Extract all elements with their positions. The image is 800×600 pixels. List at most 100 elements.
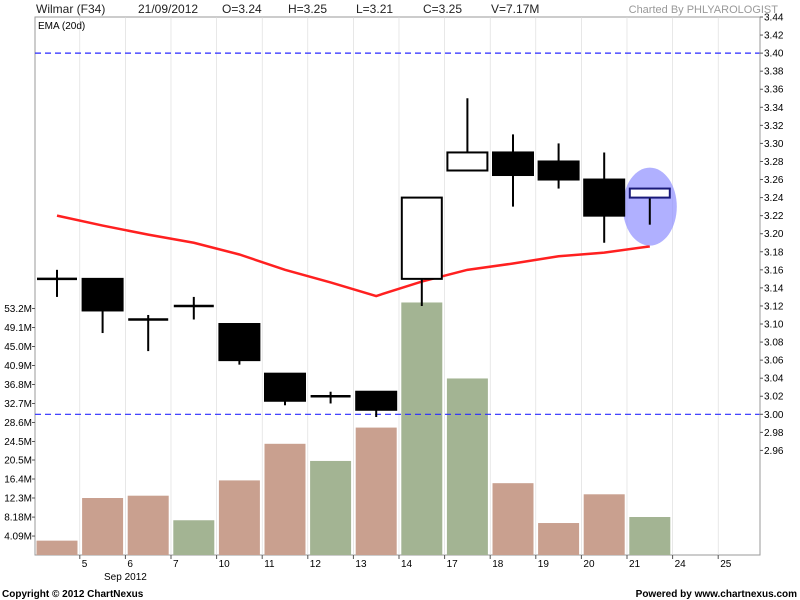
price-tick-label: 3.40 (764, 49, 784, 60)
volume-bar (538, 523, 580, 555)
copyright: Copyright © 2012 ChartNexus (2, 589, 144, 600)
volume-tick-label: 28.6M (4, 418, 32, 429)
date-tick-label: 5 (82, 559, 88, 570)
volume-bar (218, 480, 260, 555)
volume-bar (82, 498, 124, 555)
candle-body (537, 160, 580, 181)
price-tick-label: 3.22 (764, 211, 784, 222)
price-tick-label: 3.24 (764, 193, 784, 204)
volume-tick-label: 49.1M (4, 323, 32, 334)
volume-bar (264, 443, 306, 555)
price-tick-label: 3.00 (764, 410, 784, 421)
volume-tick-label: 53.2M (4, 304, 32, 315)
price-tick-label: 2.98 (764, 428, 784, 439)
volume-label: V=7.17M (491, 2, 539, 16)
price-tick-label: 3.26 (764, 175, 784, 186)
volume-tick-label: 8.18M (4, 513, 32, 524)
candle-body (628, 187, 671, 199)
high-label: H=3.25 (288, 2, 327, 16)
date-tick-label: 11 (264, 559, 275, 570)
candle-body (81, 277, 124, 312)
price-tick-label: 2.96 (764, 446, 784, 457)
candle-body (264, 372, 306, 402)
price-tick-label: 3.28 (764, 157, 784, 168)
date-tick-label: 25 (720, 559, 732, 570)
volume-bar (310, 460, 352, 555)
date-label: 21/09/2012 (138, 2, 198, 16)
price-tick-label: 3.32 (764, 121, 784, 132)
price-tick-label: 3.18 (764, 247, 784, 258)
price-axis: 3.44 3.42 3.40 3.38 3.36 3.34 3.32 3.30 3.28 3.26… (759, 13, 784, 555)
volume-tick-label: 12.3M (4, 494, 32, 505)
date-tick-label: 10 (219, 559, 231, 570)
volume-bar (173, 520, 215, 555)
plot-area (34, 16, 761, 556)
ema-line-group (56, 214, 650, 298)
chart-credit: Charted By PHLYAROLOGIST (629, 4, 779, 16)
date-tick-label: 20 (583, 559, 595, 570)
price-tick-label: 3.04 (764, 374, 784, 385)
volume-bar (492, 483, 534, 555)
price-tick-label: 3.30 (764, 139, 784, 150)
date-tick-label: 6 (127, 559, 133, 570)
price-tick-label: 3.16 (764, 265, 784, 276)
candle-body (583, 178, 626, 217)
candle-body (218, 323, 261, 362)
price-tick-label: 3.20 (764, 229, 784, 240)
ema-line (56, 214, 650, 298)
price-tick-label: 3.44 (764, 13, 784, 24)
volume-tick-label: 16.4M (4, 475, 32, 486)
close-label: C=3.25 (423, 2, 462, 16)
volume-tick-label: 24.5M (4, 437, 32, 448)
low-label: L=3.21 (356, 2, 393, 16)
date-tick-label: 18 (492, 559, 504, 570)
month-label: Sep 2012 (104, 572, 147, 583)
volume-tick-label: 32.7M (4, 399, 32, 410)
candle-body (492, 151, 534, 177)
grid (79, 17, 719, 555)
price-tick-label: 3.36 (764, 85, 784, 96)
date-tick-label: 14 (401, 559, 413, 570)
volume-tick-label: 45.0M (4, 342, 32, 353)
price-tick-label: 3.38 (764, 67, 784, 78)
price-tick-label: 3.06 (764, 356, 784, 367)
date-tick-label: 13 (355, 559, 367, 570)
volume-tick-label: 20.5M (4, 456, 32, 467)
price-tick-label: 3.12 (764, 301, 784, 312)
volume-bar (446, 378, 488, 555)
open-label: O=3.24 (222, 2, 262, 16)
date-tick-label: 12 (310, 559, 322, 570)
date-tick-label: 19 (538, 559, 550, 570)
candle-body (355, 390, 398, 411)
volume-bars (36, 302, 671, 555)
volume-tick-label: 40.9M (4, 361, 32, 372)
date-tick-label: 7 (173, 559, 179, 570)
date-tick-label: 17 (447, 559, 459, 570)
symbol-label: Wilmar (F34) (36, 2, 105, 16)
volume-axis: 53.2M 49.1M 45.0M 40.9M 36.8M 32.7M 28.6M 24.5M… (4, 304, 35, 543)
volume-bar (36, 540, 78, 555)
volume-bar (629, 517, 671, 555)
price-tick-label: 3.02 (764, 392, 784, 403)
reference-lines (35, 52, 760, 415)
date-tick-label: 24 (675, 559, 687, 570)
volume-tick-label: 4.09M (4, 532, 32, 543)
candle-body (400, 196, 443, 280)
price-tick-label: 3.08 (764, 338, 784, 349)
volume-bar (583, 494, 625, 555)
candle-body (446, 151, 489, 172)
volume-tick-label: 36.8M (4, 380, 32, 391)
price-tick-label: 3.10 (764, 320, 784, 331)
candles (37, 98, 671, 418)
ema-legend: EMA (20d) (38, 21, 85, 32)
price-tick-label: 3.34 (764, 103, 784, 114)
volume-bar (401, 302, 443, 555)
date-axis: 5 6 7 10 11 12 13 14 17 18 19 20 21 24 25 Sep 2012 (79, 555, 732, 583)
powered-by: Powered by www.chartnexus.com (636, 589, 797, 600)
price-tick-label: 3.42 (764, 31, 784, 42)
volume-bar (355, 427, 397, 555)
date-tick-label: 21 (629, 559, 641, 570)
volume-bar (127, 495, 169, 555)
price-tick-label: 3.14 (764, 283, 784, 294)
